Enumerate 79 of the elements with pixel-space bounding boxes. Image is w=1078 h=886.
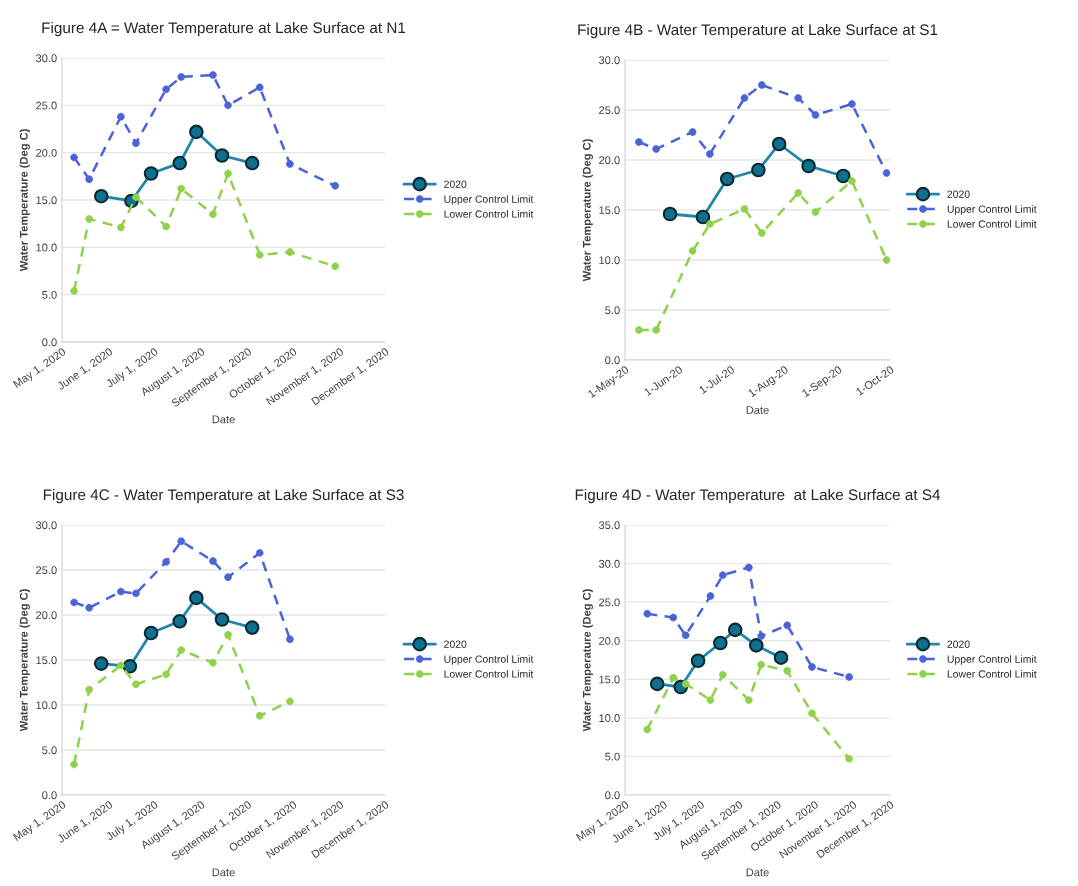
legend-label: Upper Control Limit <box>947 655 1037 665</box>
y-tick-label: 20.0 <box>599 636 620 645</box>
y-tick-label: 10.0 <box>599 714 620 722</box>
legend-label: Upper Control Limit <box>947 205 1037 215</box>
y-tick-label: 30.0 <box>35 54 57 63</box>
point <box>713 635 728 651</box>
y-tick-label: 25.0 <box>599 106 620 115</box>
y-tick-label: 20.0 <box>36 148 57 157</box>
point <box>244 155 260 171</box>
point <box>93 188 109 204</box>
legend-label: Upper Control Limit <box>444 195 534 205</box>
legend-label: Lower Control Limit <box>947 220 1037 228</box>
chart-title: Figure 4B - Water Temperature at Lake Surface at S1 <box>578 23 938 39</box>
x-axis-title: Date <box>212 415 235 424</box>
y-tick-label: 25.0 <box>36 101 57 110</box>
point <box>189 590 204 606</box>
chart-title: Figure 4A = Water Temperature at Lake Surface at N1 <box>42 21 406 37</box>
legend-label: Upper Control Limit <box>444 655 534 665</box>
x-axis-title: Date <box>746 406 769 414</box>
y-tick-label: 30.0 <box>598 559 620 568</box>
point <box>122 659 138 674</box>
y-tick-label: 5.0 <box>42 746 57 755</box>
y-tick-label: 0.0 <box>605 356 620 365</box>
y-axis-title: Water Temperature (Deg C) <box>582 589 593 732</box>
point <box>649 676 665 692</box>
point <box>662 206 678 222</box>
y-tick-label: 20.0 <box>599 156 620 165</box>
y-tick-label: 10.0 <box>36 701 57 710</box>
point <box>835 168 851 184</box>
point <box>801 158 816 174</box>
point <box>727 622 743 638</box>
point <box>719 171 735 187</box>
point <box>695 209 711 225</box>
legend-label: Lower Control Limit <box>947 670 1037 678</box>
y-tick-label: 25.0 <box>36 566 57 575</box>
point <box>244 620 260 635</box>
legend-label: 2020 <box>947 190 970 198</box>
legend-label: Lower Control Limit <box>444 670 534 678</box>
y-tick-label: 5.0 <box>605 752 620 761</box>
y-tick-label: 20.0 <box>36 611 57 620</box>
y-tick-label: 35.0 <box>598 521 620 530</box>
y-tick-label: 25.0 <box>599 598 620 607</box>
y-axis-title: Water Temperature (Deg C) <box>582 139 593 282</box>
y-tick-label: 0.0 <box>42 338 57 347</box>
point <box>771 136 787 152</box>
y-tick-label: 5.0 <box>42 290 57 299</box>
chart-title: Figure 4C - Water Temperature at Lake Surface at S3 <box>43 488 404 504</box>
point <box>172 155 188 171</box>
point <box>214 148 230 163</box>
y-tick-label: 0.0 <box>605 791 620 800</box>
y-tick-label: 15.0 <box>599 206 620 215</box>
legend-label: 2020 <box>444 180 467 188</box>
legend-label: Lower Control Limit <box>444 210 534 218</box>
y-tick-label: 30.0 <box>598 56 620 65</box>
y-tick-label: 0.0 <box>42 791 57 800</box>
point <box>214 612 230 627</box>
x-axis-title: Date <box>746 868 769 877</box>
point <box>773 650 789 665</box>
y-tick-label: 15.0 <box>599 675 620 684</box>
y-axis-title: Water Temperature (Deg C) <box>19 589 30 732</box>
point <box>748 638 764 653</box>
y-axis-title: Water Temperature (Deg C) <box>19 129 30 272</box>
y-tick-label: 5.0 <box>605 306 620 315</box>
y-tick-label: 15.0 <box>36 656 57 665</box>
point <box>690 653 706 669</box>
point <box>93 656 109 671</box>
y-tick-label: 15.0 <box>36 196 57 205</box>
y-tick-label: 10.0 <box>36 243 57 252</box>
chart-title: Figure 4D - Water Temperature at Lake Surface at S4 <box>575 488 941 504</box>
legend-label: 2020 <box>444 640 467 648</box>
point <box>189 124 204 140</box>
x-axis-title: Date <box>212 868 235 877</box>
legend-label: 2020 <box>947 640 970 648</box>
y-tick-label: 10.0 <box>599 256 620 265</box>
point <box>143 166 159 181</box>
y-tick-label: 30.0 <box>35 521 57 530</box>
point <box>172 614 188 629</box>
point <box>143 625 159 641</box>
point <box>751 162 766 178</box>
